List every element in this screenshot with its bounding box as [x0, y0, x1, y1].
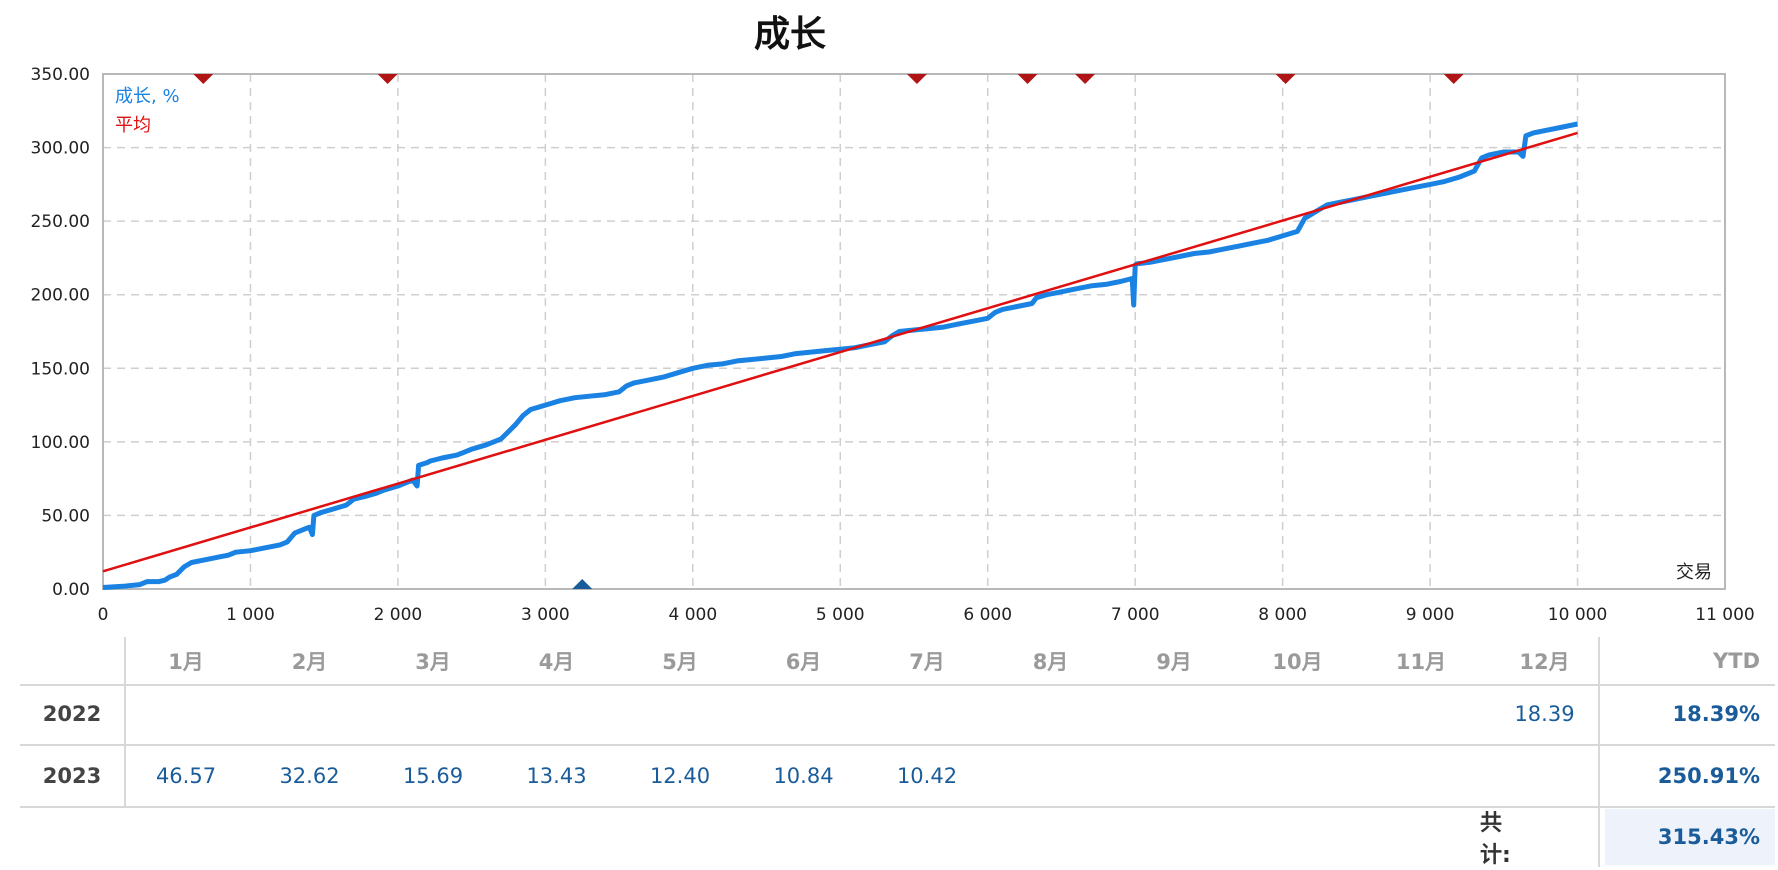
column-divider-ytd: [1598, 637, 1600, 867]
x-tick-label: 3 000: [521, 605, 570, 625]
row-year: 2023: [42, 764, 102, 788]
y-tick-label: 200.00: [31, 286, 90, 306]
month-header: 11月: [1395, 649, 1447, 674]
month-header: 10月: [1272, 649, 1323, 674]
y-tick-label: 350.00: [31, 65, 90, 85]
month-value: 15.69: [402, 764, 464, 788]
growth-chart: 成长 0.00 50.00 100.00 150.00 200.00 250.00 300.…: [31, 14, 1755, 625]
table-row: 2022 18.39% 18.39: [20, 684, 1775, 746]
month-header: 2月: [291, 649, 328, 674]
top-marker: [1075, 74, 1096, 84]
grid-lines: [103, 74, 1725, 589]
x-tick-label: 4 000: [668, 605, 717, 625]
y-tick-label: 150.00: [31, 359, 90, 379]
top-marker: [906, 74, 927, 84]
month-value: 10.42: [896, 764, 958, 788]
x-tick-label: 7 000: [1111, 605, 1160, 625]
row-ytd: 18.39%: [1672, 702, 1760, 726]
top-marker: [1017, 74, 1038, 84]
table-header-row: YTD 1月 2月 3月 4月 5月 6月 7月 8月 9月 10月 11月 12月: [20, 637, 1775, 686]
month-value: 18.39: [1514, 702, 1575, 726]
top-marker: [1275, 74, 1296, 84]
month-value: 10.84: [773, 764, 834, 788]
month-header: 9月: [1156, 649, 1192, 674]
total-label: 共计:: [1480, 811, 1511, 868]
month-header: 12月: [1519, 649, 1570, 674]
month-header: 4月: [538, 649, 575, 674]
month-value: 32.62: [279, 764, 340, 788]
x-tick-label: 10 000: [1548, 605, 1607, 625]
x-tick-label: 8 000: [1258, 605, 1307, 625]
trade-markers: [193, 74, 1464, 589]
y-tick-label: 0.00: [52, 580, 90, 600]
row-year: 2022: [42, 702, 102, 726]
legend-entry-average: 平均: [115, 115, 151, 136]
y-tick-label: 250.00: [31, 212, 90, 232]
x-tick-label: 9 000: [1406, 605, 1455, 625]
top-marker: [1443, 74, 1464, 84]
chart-title: 成长: [754, 14, 826, 55]
month-header: 1月: [168, 649, 204, 674]
y-tick-label: 50.00: [41, 506, 90, 526]
column-divider-year: [124, 637, 126, 806]
x-axis-label: 交易: [1676, 562, 1712, 583]
top-marker: [193, 74, 214, 84]
row-ytd: 250.91%: [1657, 764, 1760, 788]
month-header: 7月: [909, 649, 945, 674]
x-tick-label: 5 000: [816, 605, 865, 625]
y-tick-label: 300.00: [31, 139, 90, 159]
y-axis-ticks: 0.00 50.00 100.00 150.00 200.00 250.00 300.00 3…: [31, 65, 90, 600]
x-tick-label: 2 000: [374, 605, 423, 625]
x-tick-label: 0: [98, 605, 109, 625]
month-header: 3月: [415, 649, 451, 674]
month-value: 12.40: [649, 764, 711, 788]
total-value: 315.43%: [1605, 809, 1775, 865]
bottom-marker: [572, 579, 593, 589]
x-tick-label: 6 000: [963, 605, 1012, 625]
ytd-header: YTD: [1713, 648, 1760, 673]
top-marker: [377, 74, 398, 84]
legend-entry-growth: 成长, %: [115, 86, 180, 107]
month-header: 8月: [1032, 649, 1069, 674]
average-series-line: [102, 131, 1578, 573]
month-header: 6月: [785, 649, 822, 674]
month-value: 13.43: [526, 764, 587, 788]
x-tick-label: 11 000: [1695, 605, 1754, 625]
x-tick-label: 1 000: [226, 605, 275, 625]
y-tick-label: 100.00: [31, 433, 90, 453]
month-header: 5月: [662, 649, 698, 674]
table-row: 2023 250.91% 46.57 32.62 15.69 13.43 12.40 10…: [20, 746, 1775, 808]
x-axis-ticks: 0 1 000 2 000 3 000 4 000 5 000 6 000 7 000 8 00…: [98, 605, 1755, 625]
series-lines: [102, 121, 1578, 590]
month-value: 46.57: [155, 764, 217, 788]
